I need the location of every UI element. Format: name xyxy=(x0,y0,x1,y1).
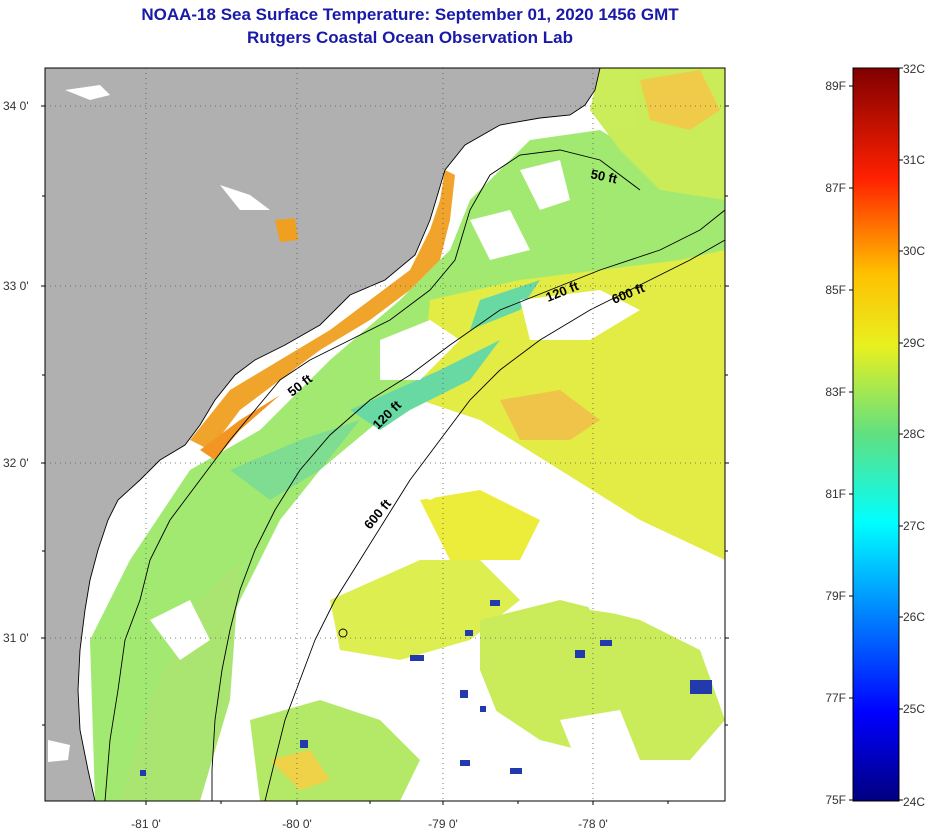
colorbar-f-label: 75F xyxy=(825,793,846,807)
colorbar-f-label: 79F xyxy=(825,589,846,603)
colorbar-c-label: 29C xyxy=(903,336,925,350)
colorbar-f-label: 83F xyxy=(825,385,846,399)
colorbar-c-label: 24C xyxy=(903,795,925,809)
colorbar-f-label: 81F xyxy=(825,487,846,501)
colorbar-f-label: 77F xyxy=(825,691,846,705)
lon-label: -79 0' xyxy=(428,817,458,831)
lon-label: -81 0' xyxy=(131,817,161,831)
contour-label: 50 ft xyxy=(589,166,619,186)
colorbar-c-label: 25C xyxy=(903,702,925,716)
colorbar-c-label: 27C xyxy=(903,519,925,533)
colorbar-c-label: 26C xyxy=(903,610,925,624)
lon-label: -78 0' xyxy=(578,817,608,831)
colorbar: 89F 87F 85F 83F 81F 79F 77F 75F 32C 31C … xyxy=(825,62,925,809)
sst-field xyxy=(90,68,725,801)
map-panel: 50 ft 120 ft 600 ft 50 ft 120 ft 600 ft xyxy=(45,68,725,801)
map-subtitle: Rutgers Coastal Ocean Observation Lab xyxy=(247,28,573,47)
colorbar-c-label: 31C xyxy=(903,153,925,167)
colorbar-c-label: 30C xyxy=(903,244,925,258)
lat-label: 31 0' xyxy=(3,631,29,645)
colorbar-c-label: 28C xyxy=(903,427,925,441)
lat-label: 32 0' xyxy=(3,456,29,470)
colorbar-f-label: 87F xyxy=(825,181,846,195)
map-title: NOAA-18 Sea Surface Temperature: Septemb… xyxy=(141,5,679,24)
lat-label: 33 0' xyxy=(3,279,29,293)
colorbar-f-label: 85F xyxy=(825,283,846,297)
colorbar-f-label: 89F xyxy=(825,79,846,93)
lon-label: -80 0' xyxy=(282,817,312,831)
land-mass xyxy=(45,68,600,801)
colorbar-c-label: 32C xyxy=(903,62,925,76)
lat-label: 34 0' xyxy=(3,99,29,113)
